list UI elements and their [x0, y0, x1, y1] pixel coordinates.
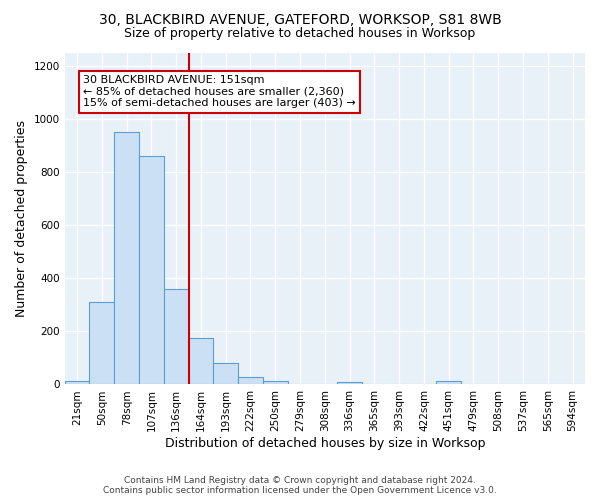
Y-axis label: Number of detached properties: Number of detached properties [15, 120, 28, 317]
Text: Contains HM Land Registry data © Crown copyright and database right 2024.
Contai: Contains HM Land Registry data © Crown c… [103, 476, 497, 495]
Bar [164, 289, 188, 384]
Bar [436, 382, 461, 384]
Bar [65, 382, 89, 384]
Bar [238, 378, 263, 384]
Bar [139, 156, 164, 384]
Bar [114, 132, 139, 384]
Text: 30 BLACKBIRD AVENUE: 151sqm
← 85% of detached houses are smaller (2,360)
15% of : 30 BLACKBIRD AVENUE: 151sqm ← 85% of det… [83, 75, 356, 108]
Bar [263, 382, 287, 384]
Bar [188, 338, 214, 384]
Bar [337, 382, 362, 384]
Bar [214, 363, 238, 384]
Text: Size of property relative to detached houses in Worksop: Size of property relative to detached ho… [124, 28, 476, 40]
X-axis label: Distribution of detached houses by size in Worksop: Distribution of detached houses by size … [164, 437, 485, 450]
Bar [89, 302, 114, 384]
Text: 30, BLACKBIRD AVENUE, GATEFORD, WORKSOP, S81 8WB: 30, BLACKBIRD AVENUE, GATEFORD, WORKSOP,… [98, 12, 502, 26]
